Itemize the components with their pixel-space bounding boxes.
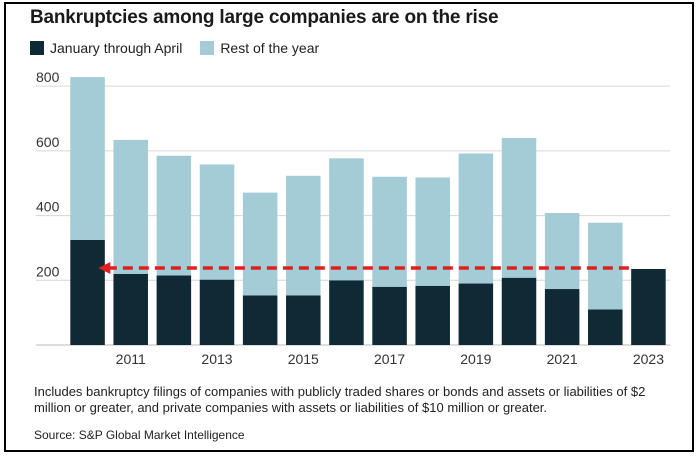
bar-2016-rest [329, 158, 364, 281]
bar-2011-rest [113, 139, 148, 274]
bar-2019-rest [458, 153, 494, 284]
bar-2014-jan-apr [242, 295, 278, 345]
bar-2022-rest [588, 222, 623, 310]
reference-arrow [98, 261, 629, 274]
legend-label-rest: Rest of the year [220, 40, 320, 56]
x-tick-label-2021: 2021 [547, 351, 578, 367]
bar-2010-jan-apr [70, 239, 105, 345]
bar-2018-jan-apr [415, 285, 450, 345]
legend-swatch-jan-apr [30, 41, 44, 55]
footnote: Includes bankruptcy filings of companies… [34, 384, 646, 415]
bar-2023-jan-apr [631, 268, 666, 345]
legend-label-jan-apr: January through April [50, 40, 183, 56]
arrowhead-icon [98, 261, 111, 274]
bar-2011-jan-apr [113, 273, 148, 345]
chart-title: Bankruptcies among large companies are o… [30, 7, 499, 28]
bar-2014-rest [242, 192, 278, 296]
y-tick-label-200: 200 [36, 263, 60, 279]
bar-2017-jan-apr [372, 286, 407, 345]
bar-2015-jan-apr [286, 295, 321, 345]
bar-2012-jan-apr [156, 275, 192, 345]
bar-2021-rest [544, 213, 580, 290]
x-tick-label-2017: 2017 [374, 351, 405, 367]
bar-2019-jan-apr [458, 283, 494, 345]
y-tick-label-800: 800 [36, 69, 60, 85]
legend-item-jan-apr: January through April [30, 40, 182, 56]
legend-swatch-rest [200, 41, 215, 55]
x-tick-label-2011: 2011 [116, 351, 146, 367]
bars [70, 77, 666, 345]
bar-2020-rest [501, 137, 537, 278]
y-tick-label-600: 600 [36, 134, 60, 150]
bar-2010-rest [70, 77, 105, 240]
bar-2016-jan-apr [329, 280, 364, 345]
source-note: Source: S&P Global Market Intelligence [34, 428, 245, 442]
x-tick-label-2023: 2023 [633, 351, 664, 367]
bar-2020-jan-apr [501, 277, 537, 345]
x-tick-label-2019: 2019 [460, 351, 491, 367]
y-tick-label-400: 400 [36, 199, 60, 215]
bar-2012-rest [156, 155, 192, 276]
legend-item-rest: Rest of the year [200, 40, 319, 56]
bar-2022-jan-apr [588, 309, 623, 345]
legend: January through April Rest of the year [30, 40, 337, 56]
bar-2017-rest [372, 176, 407, 287]
bar-2013-jan-apr [199, 279, 235, 345]
bar-2015-rest [286, 175, 321, 296]
x-axis-ticks: 2011 2013 2015 2017 2019 2021 2023 [116, 351, 665, 367]
x-tick-label-2015: 2015 [288, 351, 319, 367]
bar-2021-jan-apr [544, 289, 580, 345]
y-axis-ticks: 200 400 600 800 [36, 69, 60, 279]
x-tick-label-2013: 2013 [201, 351, 232, 367]
bar-2013-rest [199, 164, 235, 280]
